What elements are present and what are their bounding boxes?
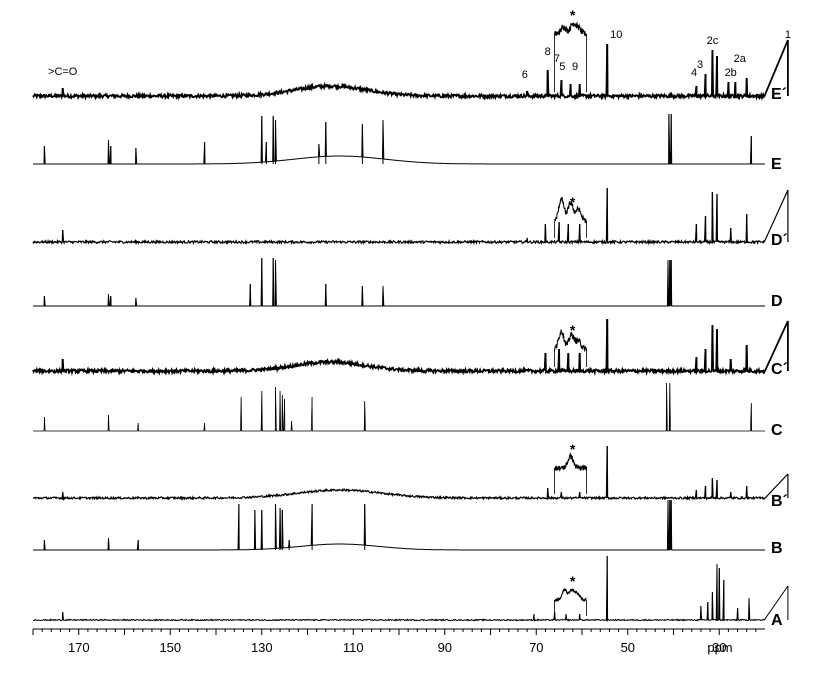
inset-trace [554,452,588,473]
peak-label: 8 [545,46,551,58]
inset-trace [554,587,587,603]
spectrum-trace-3 [32,187,789,246]
trace-label: B [771,540,783,557]
x-tick-label: 70 [529,640,543,655]
spectrum-trace-1 [32,39,789,101]
peak-label: 2a [734,53,747,65]
spectrum-trace-6 [33,382,765,432]
expansion-insets: * * * * * [554,7,588,616]
spectrum-trace-2 [33,113,765,165]
peak-label: >C=O [48,66,78,78]
peak-label: 9 [572,61,578,73]
trace-label: D´ [771,232,788,249]
inset-trace [554,196,587,224]
peak-assignment-labels: >C=O 6 875 9 10 43 2c 2b 2a 1 [48,29,791,81]
inset-trace [554,21,588,37]
trace-label: D [771,293,783,310]
peak-label: 5 [559,61,565,73]
x-tick-label: 30 [712,640,726,655]
x-tick-label: 50 [621,640,635,655]
peak-label: 3 [697,59,703,71]
x-tick-label: 150 [159,640,181,655]
trace-label: C´ [771,361,788,378]
trace-label: A [771,612,783,629]
annotation-asterisk: * [570,322,576,338]
spectrum-trace-4 [33,257,765,307]
peak-label: 10 [610,29,622,41]
spectrum-trace-5 [32,318,789,377]
peak-label: 4 [691,67,697,79]
annotation-asterisk: * [570,573,576,589]
inset-trace [554,329,588,352]
trace-label: E´ [771,86,787,103]
peak-label: 2c [707,35,719,47]
spectrum-trace-7 [32,445,789,502]
x-tick-label: 170 [68,640,90,655]
spectrum-trace-9 [32,555,789,623]
peak-label: 2b [725,67,737,79]
x-tick-label: 130 [251,640,273,655]
trace-label: B´ [771,493,788,510]
trace-label: C [771,422,783,439]
annotation-asterisk: * [570,194,576,210]
peak-label: 1 [785,29,791,41]
x-tick-label: 90 [438,640,452,655]
spectrum-trace-8 [33,499,765,551]
peak-label: 7 [554,53,560,65]
x-axis-label: ppm [707,640,732,655]
trace-label: E [771,156,782,173]
trace-labels: E´ E D´ D C´ C B´ B A [771,86,788,629]
x-tick-label: 110 [343,640,364,655]
peak-label: 6 [522,69,528,81]
annotation-asterisk: * [570,441,576,457]
spectra-traces [32,39,789,623]
annotation-asterisk: * [570,7,576,23]
